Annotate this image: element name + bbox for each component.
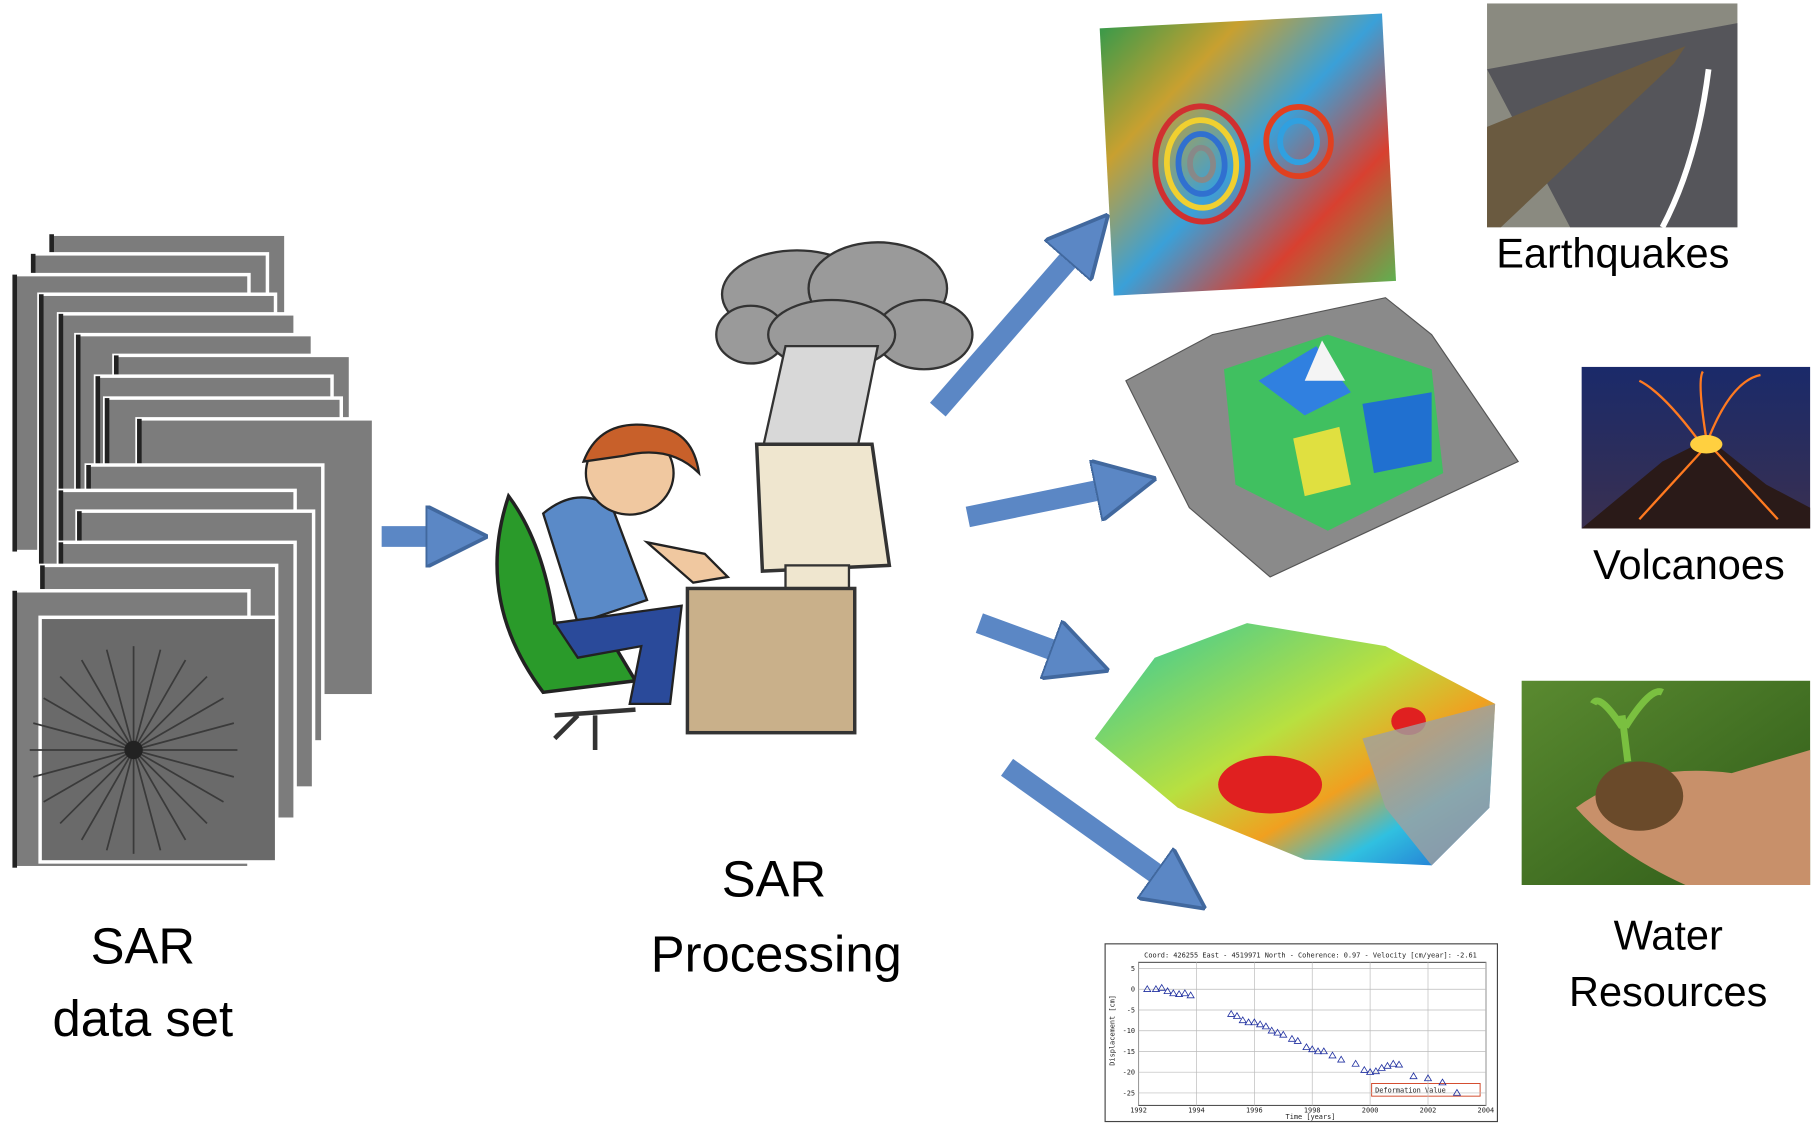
sar-texture <box>124 741 142 759</box>
volcano-3d-map <box>1126 298 1518 577</box>
deformation-3d-map <box>1095 623 1495 865</box>
processing-cartoon <box>497 242 972 750</box>
x-tick-label: 2000 <box>1362 1106 1379 1114</box>
x-tick-label: 1994 <box>1188 1106 1205 1114</box>
earthquake-photo <box>1487 3 1737 227</box>
y-tick-label: -5 <box>1127 1006 1135 1014</box>
timeseries-chart: Coord: 426255 East - 4519971 North - Coh… <box>1105 944 1497 1122</box>
interferogram <box>1100 14 1396 296</box>
processing-label: Processing <box>651 926 902 983</box>
volcanoes-label: Volcanoes <box>1593 541 1785 588</box>
y-tick-label: -10 <box>1123 1027 1135 1035</box>
water-label: Resources <box>1569 968 1767 1015</box>
processing-label: SAR <box>722 851 826 908</box>
x-tick-label: 2004 <box>1478 1106 1495 1114</box>
diagram: SAR data set SAR Processing Earthquakes … <box>0 0 1811 1125</box>
y-tick-label: -25 <box>1123 1089 1135 1097</box>
water-label: Water <box>1614 912 1723 959</box>
x-axis-label: Time [years] <box>1286 1113 1336 1121</box>
y-tick-label: -15 <box>1123 1048 1135 1056</box>
sar-image-edge <box>12 275 17 552</box>
x-tick-label: 2002 <box>1420 1106 1437 1114</box>
chart-title: Coord: 426255 East - 4519971 North - Coh… <box>1144 952 1477 960</box>
x-tick-label: 1998 <box>1304 1106 1321 1114</box>
sar-image-edge <box>39 294 44 571</box>
sar-image <box>40 617 277 862</box>
sar-image-stack <box>12 234 373 867</box>
y-tick-label: 5 <box>1131 965 1135 973</box>
x-tick-label: 1996 <box>1246 1106 1263 1114</box>
y-tick-label: 0 <box>1131 986 1135 994</box>
y-tick-label: -20 <box>1123 1069 1135 1077</box>
stack-label: data set <box>53 990 234 1047</box>
volcano-photo <box>1582 367 1810 529</box>
earthquakes-label: Earthquakes <box>1496 230 1729 277</box>
legend-label: Deformation Value <box>1375 1087 1446 1095</box>
y-axis-label: Displacement [cm] <box>1108 995 1116 1066</box>
stack-label: SAR <box>91 917 195 974</box>
sar-image-edge <box>12 591 17 868</box>
water-photo <box>1522 681 1810 885</box>
x-tick-label: 1992 <box>1130 1106 1147 1114</box>
